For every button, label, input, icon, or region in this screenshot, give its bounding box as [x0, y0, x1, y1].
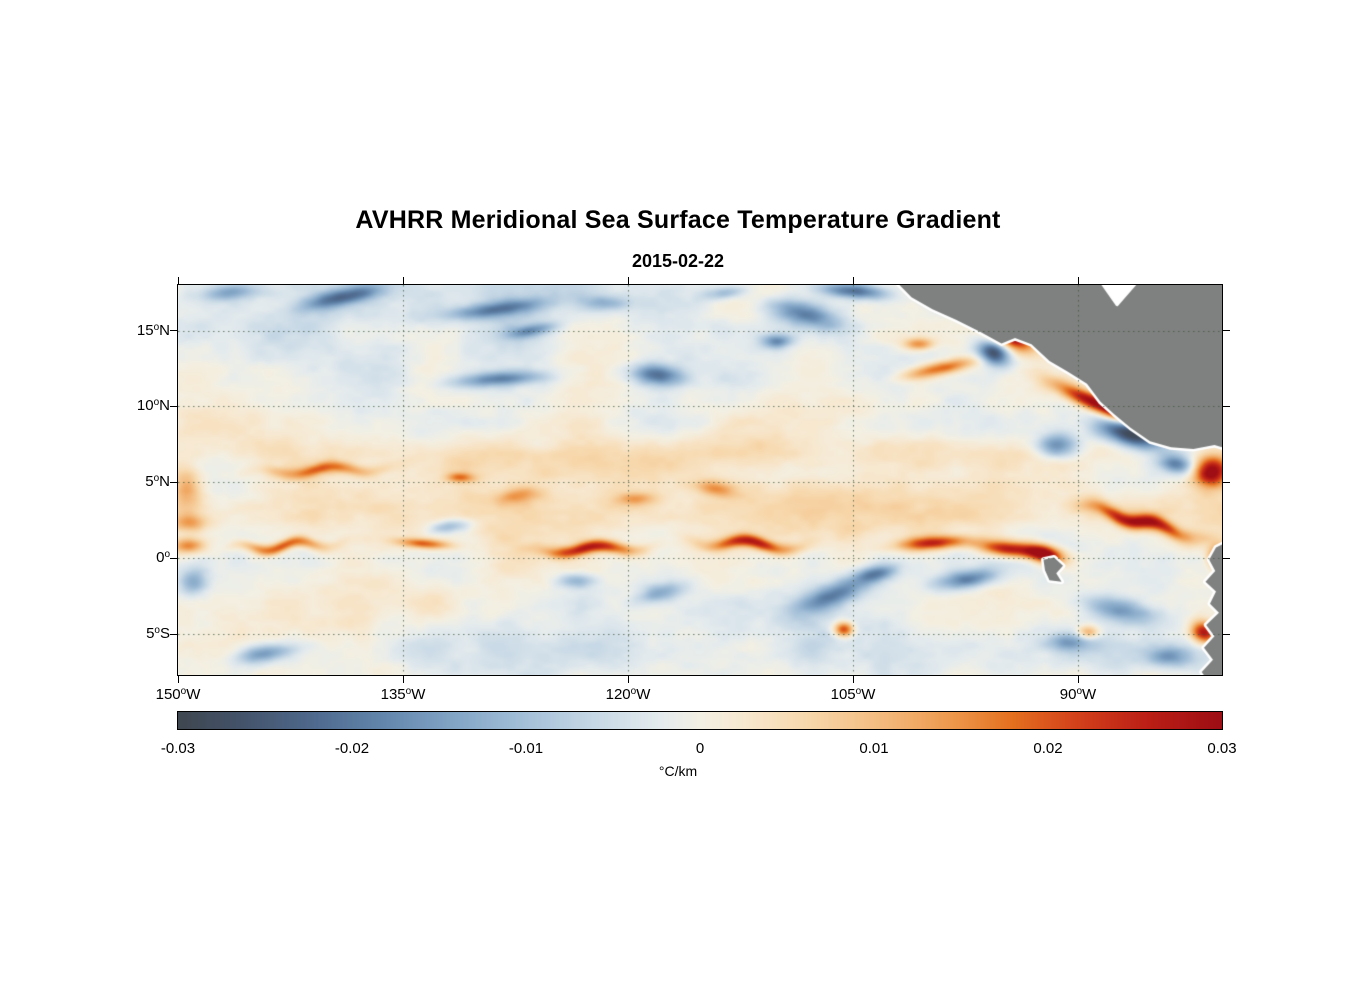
axis-tick: [852, 676, 854, 683]
y-tick-label: 5oS: [146, 625, 170, 643]
chart-date-subtitle: 2015-02-22: [631, 251, 725, 271]
axis-tick: [177, 277, 179, 284]
colorbar-tick-label: 0.03: [1207, 740, 1237, 757]
colorbar-units-label: °C/km: [658, 763, 698, 779]
colorbar-tick-label: -0.01: [508, 740, 544, 757]
axis-tick: [170, 481, 177, 483]
axis-tick: [852, 277, 854, 284]
axis-tick: [170, 330, 177, 332]
map-plot-frame: [177, 284, 1223, 676]
colorbar: [177, 711, 1223, 730]
colorbar-tick-label: 0.01: [859, 740, 889, 757]
x-tick-label: 120oW: [605, 686, 651, 703]
axis-tick: [1223, 405, 1230, 407]
axis-tick: [627, 277, 629, 284]
y-tick-label: 15oN: [136, 321, 170, 339]
x-tick-label: 90oW: [1059, 686, 1097, 703]
x-tick-label: 105oW: [830, 686, 876, 703]
x-tick-label: 150oW: [155, 686, 201, 703]
axis-tick: [177, 676, 179, 683]
axis-tick: [1077, 277, 1079, 284]
axis-tick: [402, 676, 404, 683]
colorbar-gradient-canvas: [178, 712, 1222, 729]
colorbar-tick-label: 0.02: [1033, 740, 1063, 757]
colorbar-tick-label: -0.02: [334, 740, 370, 757]
axis-tick: [170, 405, 177, 407]
axis-tick: [1223, 481, 1230, 483]
axis-tick: [1077, 676, 1079, 683]
y-tick-label: 0o: [156, 549, 170, 567]
axis-tick: [170, 633, 177, 635]
axis-tick: [1223, 330, 1230, 332]
chart-title: AVHRR Meridional Sea Surface Temperature…: [355, 206, 1001, 234]
colorbar-tick-label: -0.03: [160, 740, 196, 757]
x-tick-label: 135oW: [380, 686, 426, 703]
axis-tick: [1223, 557, 1230, 559]
y-tick-label: 5oN: [145, 473, 170, 491]
axis-tick: [402, 277, 404, 284]
axis-tick: [1223, 633, 1230, 635]
colorbar-tick-label: 0: [695, 740, 705, 757]
y-tick-label: 10oN: [136, 397, 170, 415]
sst-gradient-map-canvas: [178, 285, 1222, 675]
axis-tick: [627, 676, 629, 683]
axis-tick: [170, 557, 177, 559]
